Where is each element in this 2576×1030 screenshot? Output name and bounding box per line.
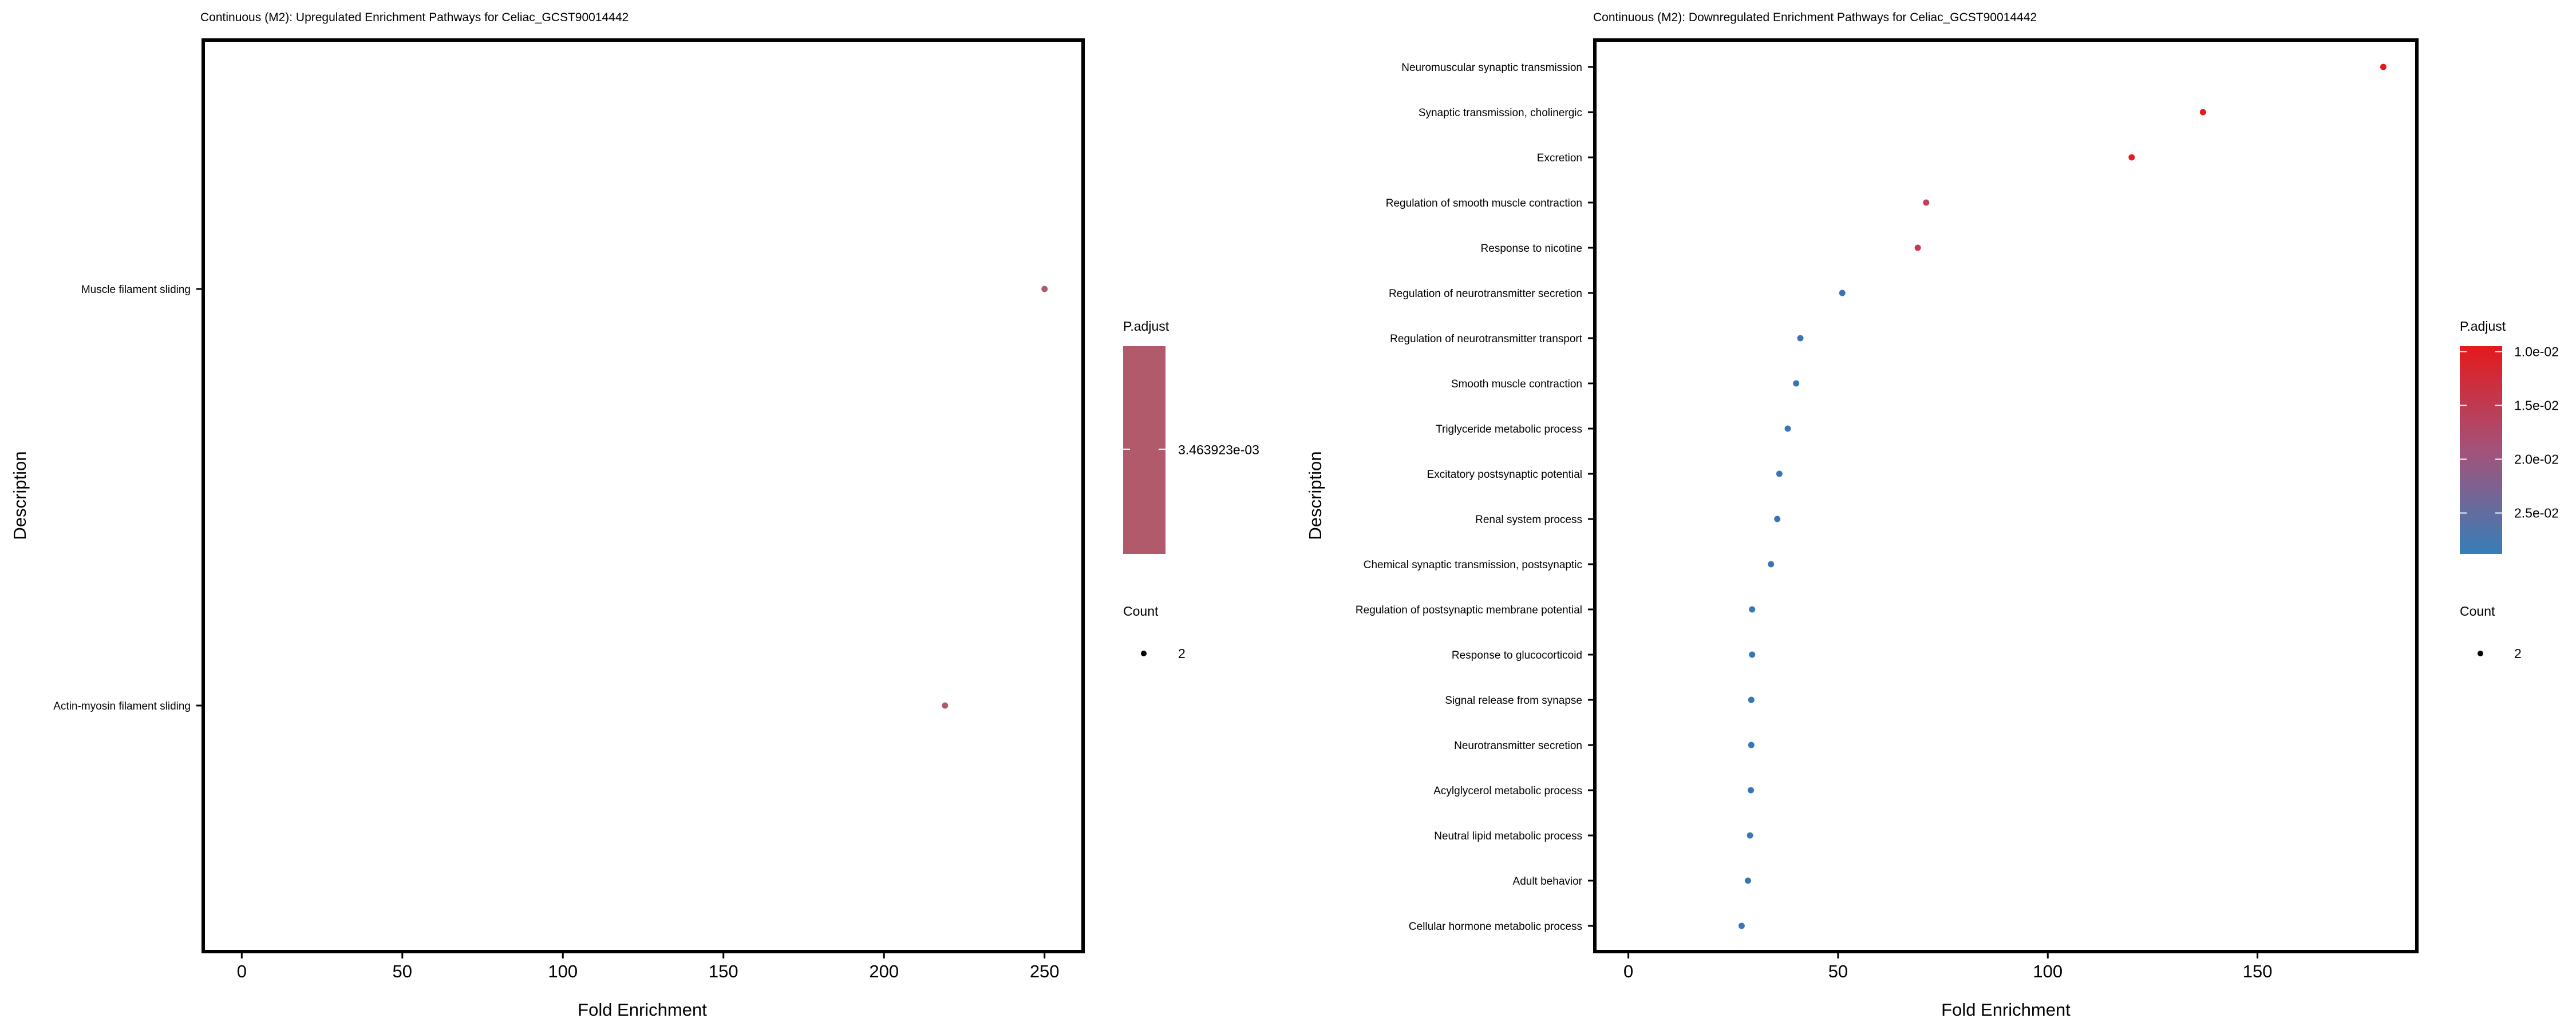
- upregulated-panel: Continuous (M2): Upregulated Enrichment …: [10, 11, 1259, 1020]
- x-axis-label: Fold Enrichment: [578, 1000, 707, 1020]
- y-tick-label: Response to glucocorticoid: [1452, 649, 1582, 661]
- y-tick-label: Neurotransmitter secretion: [1454, 740, 1582, 752]
- y-axis: Neuromuscular synaptic transmission Synap…: [1356, 62, 1595, 933]
- x-axis: 0 50 100 150 200 250: [237, 952, 1060, 981]
- data-point: [1748, 742, 1755, 748]
- x-tick-label: 100: [2033, 961, 2063, 981]
- data-point: [1748, 696, 1755, 703]
- y-axis: Muscle filament sliding Actin-myosin fila…: [53, 284, 203, 712]
- data-point: [1747, 832, 1753, 839]
- y-axis-label: Description: [10, 451, 30, 540]
- x-axis: 0 50 100 150: [1623, 952, 2272, 981]
- data-point: [1749, 651, 1756, 658]
- data-point: [2128, 154, 2135, 161]
- colorbar-tick-label: 3.463923e-03: [1178, 442, 1259, 457]
- legend-size-dot: [2478, 651, 2483, 656]
- y-tick-label: Synaptic transmission, cholinergic: [1419, 107, 1582, 119]
- colorbar-ticks: 1.0e-02 1.5e-02 2.0e-02 2.5e-02: [2460, 344, 2559, 521]
- legend-size-label: 2: [2514, 646, 2522, 661]
- y-tick-label: Actin-myosin filament sliding: [53, 700, 191, 712]
- y-tick-label: Acylglycerol metabolic process: [1433, 785, 1582, 797]
- downregulated-panel: Continuous (M2): Downregulated Enrichmen…: [1305, 11, 2559, 1020]
- colorbar-tick-label: 2.0e-02: [2514, 451, 2559, 466]
- colorbar: [2460, 346, 2502, 554]
- y-tick-label: Muscle filament sliding: [81, 284, 191, 296]
- data-point: [1784, 425, 1791, 432]
- y-tick-label: Neuromuscular synaptic transmission: [1401, 62, 1582, 74]
- y-tick-label: Regulation of neurotransmitter secretion: [1389, 288, 1582, 300]
- data-point: [2380, 64, 2387, 70]
- x-axis-label: Fold Enrichment: [1941, 1000, 2071, 1020]
- data-point: [1749, 606, 1756, 613]
- y-axis-label: Description: [1305, 451, 1325, 540]
- y-tick-label: Regulation of neurotransmitter transport: [1390, 333, 1583, 345]
- x-tick-label: 200: [869, 961, 899, 981]
- y-tick-label: Smooth muscle contraction: [1451, 378, 1582, 390]
- y-tick-label: Triglyceride metabolic process: [1436, 423, 1582, 435]
- data-point: [1774, 516, 1781, 522]
- chart-title: Continuous (M2): Upregulated Enrichment …: [200, 11, 629, 24]
- data-point: [1041, 286, 1048, 292]
- legend-color-title: P.adjust: [2460, 319, 2506, 334]
- data-point: [1738, 922, 1745, 929]
- legend-size-label: 2: [1178, 646, 1186, 661]
- y-tick-label: Neutral lipid metabolic process: [1434, 830, 1582, 842]
- data-point: [1748, 787, 1755, 794]
- data-point: [1744, 877, 1751, 884]
- x-tick-label: 100: [548, 961, 578, 981]
- x-tick-label: 0: [237, 961, 247, 981]
- legend-size-dot: [1141, 651, 1147, 656]
- colorbar-tick-label: 2.5e-02: [2514, 506, 2559, 521]
- y-tick-label: Chemical synaptic transmission, postsyna…: [1364, 559, 1582, 571]
- colorbar-tick-label: 1.5e-02: [2514, 398, 2559, 413]
- data-point: [1793, 380, 1800, 387]
- y-tick-label: Regulation of postsynaptic membrane pote…: [1356, 604, 1582, 616]
- chart-title: Continuous (M2): Downregulated Enrichmen…: [1593, 11, 2037, 24]
- data-point: [942, 702, 949, 709]
- x-tick-label: 150: [709, 961, 738, 981]
- legend: P.adjust 3.463923e-03 Count 2: [1123, 319, 1259, 661]
- data-point: [1797, 335, 1804, 342]
- data-point: [1839, 290, 1846, 296]
- data-points: [942, 286, 1048, 709]
- x-tick-label: 250: [1030, 961, 1060, 981]
- legend-color-title: P.adjust: [1123, 319, 1170, 334]
- data-point: [2199, 109, 2206, 116]
- y-tick-label: Renal system process: [1475, 514, 1582, 526]
- y-tick-label: Regulation of smooth muscle contraction: [1386, 197, 1582, 209]
- legend: P.adjust 1.0e-02 1.5e-02 2.0e-02 2.5e-02 Co…: [2460, 319, 2559, 661]
- legend-size-title: Count: [2460, 604, 2495, 619]
- x-tick-label: 50: [393, 961, 412, 981]
- x-tick-label: 0: [1623, 961, 1633, 981]
- colorbar: [1123, 346, 1165, 554]
- legend-size-title: Count: [1123, 604, 1159, 619]
- x-tick-label: 150: [2243, 961, 2273, 981]
- data-point: [1923, 199, 1930, 206]
- plot-frame: [1593, 38, 2419, 953]
- y-tick-label: Adult behavior: [1513, 876, 1583, 888]
- x-tick-label: 50: [1828, 961, 1848, 981]
- data-points: [1738, 64, 2387, 929]
- data-point: [1768, 561, 1775, 568]
- y-tick-label: Cellular hormone metabolic process: [1409, 921, 1582, 933]
- y-tick-label: Response to nicotine: [1481, 243, 1582, 255]
- y-tick-label: Excitatory postsynaptic potential: [1427, 469, 1582, 481]
- colorbar-tick-label: 1.0e-02: [2514, 344, 2559, 359]
- y-tick-label: Signal release from synapse: [1445, 695, 1582, 707]
- data-point: [1776, 470, 1783, 477]
- data-point: [1914, 244, 1921, 251]
- y-tick-label: Excretion: [1537, 152, 1582, 164]
- plot-frame: [202, 38, 1085, 953]
